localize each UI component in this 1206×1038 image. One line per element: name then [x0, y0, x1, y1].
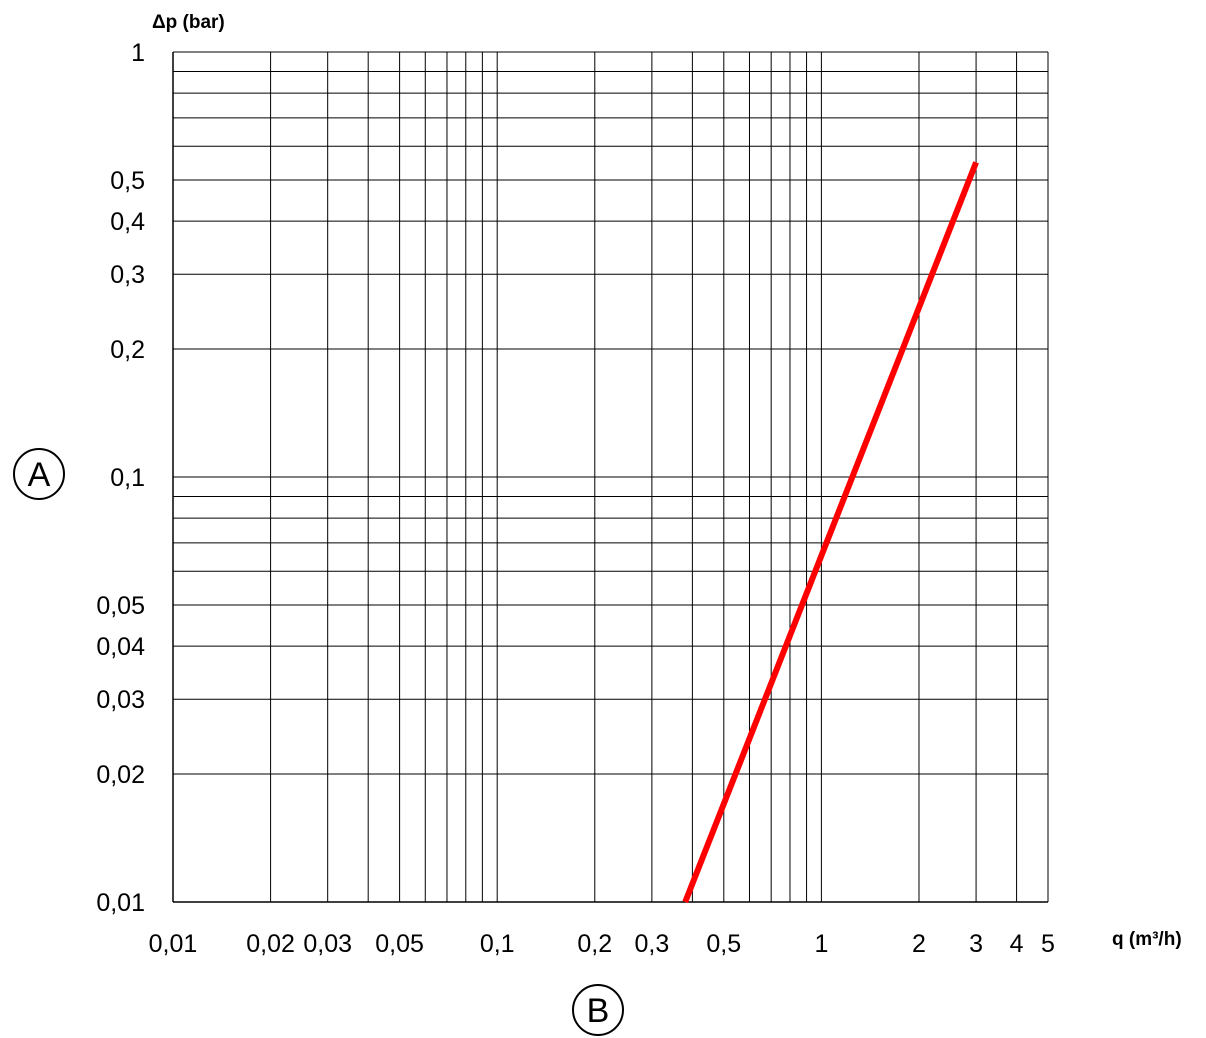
- x-tick-labels: 0,01 0,02 0,03 0,05 0,1 0,2 0,3 0,5 1 2 3 4 5: [149, 930, 1055, 958]
- y-tick-label: 0,5: [110, 167, 145, 195]
- x-tick-label: 0,5: [706, 930, 741, 958]
- y-tick-label: 0,4: [110, 208, 145, 236]
- marker-a-label: A: [28, 456, 51, 494]
- y-tick-label: 0,01: [96, 889, 145, 917]
- x-tick-label: 1: [814, 930, 828, 958]
- y-tick-label: 0,2: [110, 336, 145, 364]
- y-tick-label: 0,02: [96, 761, 145, 789]
- x-tick-label: 2: [912, 930, 926, 958]
- y-tick-label: 0,04: [96, 633, 145, 661]
- x-axis-title: q (m³/h): [1112, 929, 1182, 950]
- grid: [172, 51, 1049, 903]
- x-tick-label: 0,2: [577, 930, 612, 958]
- x-tick-label: 0,1: [480, 930, 515, 958]
- y-tick-label: 0,1: [110, 464, 145, 492]
- y-axis-title: Δp (bar): [152, 12, 225, 33]
- x-tick-label: 0,03: [303, 930, 352, 958]
- x-tick-label: 0,02: [246, 930, 295, 958]
- x-tick-label: 4: [1010, 930, 1024, 958]
- x-tick-label: 0,01: [149, 930, 198, 958]
- x-tick-label: 0,3: [634, 930, 669, 958]
- y-tick-labels: 0,01 0,02 0,03 0,04 0,05 0,1 0,2 0,3 0,4 0,5 1: [96, 39, 145, 917]
- marker-b-circle: [572, 984, 624, 1036]
- series-layer: [682, 161, 979, 904]
- series-line: [682, 161, 979, 904]
- y-tick-label: 0,3: [110, 261, 145, 289]
- x-tick-label: 5: [1041, 930, 1055, 958]
- marker-a-circle: [13, 448, 65, 500]
- y-tick-label: 1: [131, 39, 145, 67]
- x-tick-label: 3: [969, 930, 983, 958]
- y-tick-label: 0,03: [96, 686, 145, 714]
- x-tick-label: 0,05: [375, 930, 424, 958]
- marker-b-label: B: [587, 992, 610, 1030]
- marker-a: A: [13, 448, 65, 500]
- y-tick-label: 0,05: [96, 592, 145, 620]
- marker-b: B: [572, 984, 624, 1036]
